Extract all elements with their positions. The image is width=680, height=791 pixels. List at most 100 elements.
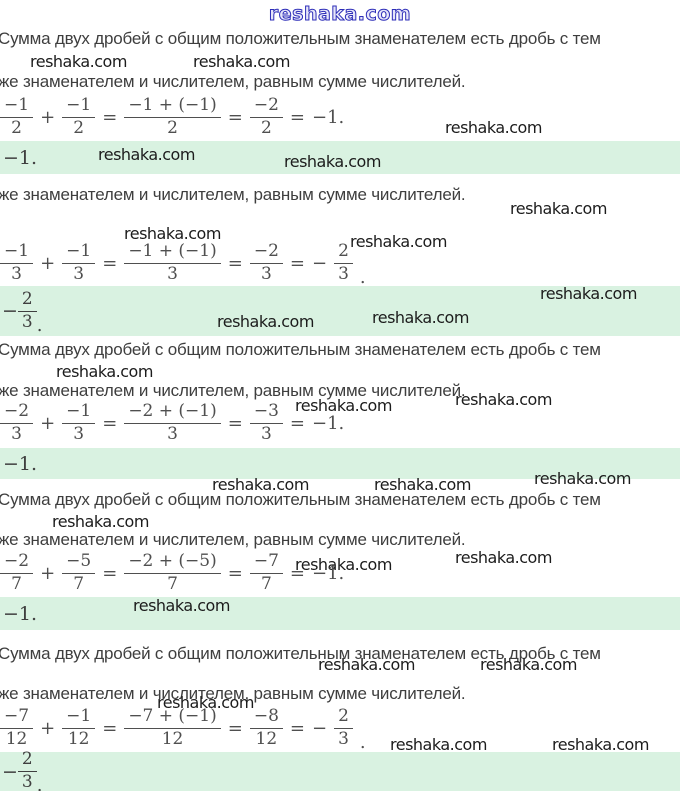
fraction-a: −2 7	[0, 551, 34, 594]
equation-final-value: −1.	[312, 412, 345, 434]
statement-line1: Сумма двух дробей с общим положительным …	[0, 340, 601, 359]
fraction-sum: −2 + (−1) 3	[124, 401, 221, 444]
statement-line2: же знаменателем и числителем, равным сум…	[0, 72, 466, 91]
watermark: reshaka.com	[374, 475, 471, 494]
watermark: reshaka.com	[212, 475, 309, 494]
fraction-a: −7 12	[0, 706, 34, 749]
equation-final-sign: −	[312, 717, 328, 739]
equals-operator: =	[102, 717, 118, 739]
equation-final-period: .	[359, 266, 366, 288]
equation-final-sign: −	[312, 252, 328, 274]
watermark: reshaka.com	[445, 118, 542, 137]
watermark: reshaka.com	[552, 735, 649, 754]
answer-bar-1: −1.	[0, 141, 680, 174]
watermark: reshaka.com	[193, 52, 290, 71]
plus-operator: +	[40, 252, 56, 274]
plus-operator: +	[40, 106, 56, 128]
watermark: reshaka.com	[455, 548, 552, 567]
watermark: reshaka.com	[217, 312, 314, 331]
equals-operator: =	[289, 252, 305, 274]
watermark: reshaka.com	[455, 390, 552, 409]
fraction-a: −1 3	[0, 241, 34, 284]
fraction-sum: −1 + (−1) 3	[124, 241, 221, 284]
equals-operator: =	[289, 717, 305, 739]
watermark: reshaka.com	[157, 693, 254, 712]
equals-operator: =	[227, 717, 243, 739]
fraction-b: −1 2	[62, 95, 96, 138]
fraction-result: −2 3	[249, 241, 283, 284]
equals-operator: =	[227, 252, 243, 274]
equation-1: −1 2 + −1 2 = −1 + (−1) 2 = −2 2 = −1.	[0, 93, 344, 141]
equals-operator: =	[289, 562, 305, 584]
equals-operator: =	[227, 562, 243, 584]
watermark: reshaka.com	[295, 555, 392, 574]
watermark: reshaka.com	[52, 512, 149, 531]
watermark: reshaka.com	[56, 362, 153, 381]
statement-line2: же знаменателем и числителем, равным сум…	[0, 684, 466, 703]
watermark: reshaka.com	[540, 284, 637, 303]
watermark: reshaka.com	[372, 308, 469, 327]
plus-operator: +	[40, 412, 56, 434]
statement-line2: же знаменателем и числителем, равным сум…	[0, 530, 466, 549]
answer-period: .	[36, 314, 43, 336]
fraction-b: −1 12	[62, 706, 96, 749]
equals-operator: =	[102, 562, 118, 584]
equals-operator: =	[227, 106, 243, 128]
answer-value: −1.	[3, 146, 38, 169]
equals-operator: =	[102, 106, 118, 128]
answer-sign: −	[2, 760, 18, 783]
plus-operator: +	[40, 562, 56, 584]
equals-operator: =	[289, 412, 305, 434]
statement-line2: же знаменателем и числителем, равным сум…	[0, 381, 466, 400]
equation-final-period: .	[359, 731, 366, 753]
answer-bar-3: −1.	[0, 448, 680, 479]
statement-line1: Сумма двух дробей с общим положительным …	[0, 644, 601, 663]
answer-bar-4: −1.	[0, 597, 680, 630]
equals-operator: =	[102, 412, 118, 434]
fraction-result: −8 12	[249, 706, 283, 749]
equals-operator: =	[102, 252, 118, 274]
fraction-result: −3 3	[249, 401, 283, 444]
watermark: reshaka.com	[350, 232, 447, 251]
equals-operator: =	[227, 412, 243, 434]
fraction-b: −1 3	[62, 401, 96, 444]
answer-sign: −	[2, 300, 18, 322]
equation-final-value: −1.	[312, 562, 345, 584]
fraction-result: −7 7	[249, 551, 283, 594]
watermark: reshaka.com	[30, 52, 127, 71]
plus-operator: +	[40, 717, 56, 739]
equation-4: −2 7 + −5 7 = −2 + (−5) 7 = −7 7 = −1.	[0, 549, 344, 597]
watermark: reshaka.com	[295, 396, 392, 415]
answer-value: −1.	[3, 452, 38, 475]
site-watermark: reshaka.com	[268, 3, 412, 26]
equation-final-value: −1.	[312, 106, 345, 128]
answer-period: .	[36, 775, 43, 791]
fraction-a: −1 2	[0, 95, 34, 138]
watermark: reshaka.com	[534, 469, 631, 488]
equals-operator: =	[289, 106, 305, 128]
statement-line2: же знаменателем и числителем, равным сум…	[0, 185, 466, 204]
fraction-b: −1 3	[62, 241, 96, 284]
watermark: reshaka.com	[390, 735, 487, 754]
equation-3: −2 3 + −1 3 = −2 + (−1) 3 = −3 3 = −1.	[0, 399, 344, 447]
watermark: reshaka.com	[284, 152, 381, 171]
fraction-sum: −2 + (−5) 7	[124, 551, 221, 594]
fraction-sum: −1 + (−1) 2	[124, 95, 221, 138]
statement-line1: Сумма двух дробей с общим положительным …	[0, 29, 601, 48]
watermark: reshaka.com	[480, 655, 577, 674]
watermark: reshaka.com	[124, 224, 221, 243]
fraction-a: −2 3	[0, 401, 34, 444]
statement-line1: Сумма двух дробей с общим положительным …	[0, 490, 601, 509]
fraction-b: −5 7	[62, 551, 96, 594]
watermark: reshaka.com	[318, 655, 415, 674]
watermark: reshaka.com	[510, 199, 607, 218]
